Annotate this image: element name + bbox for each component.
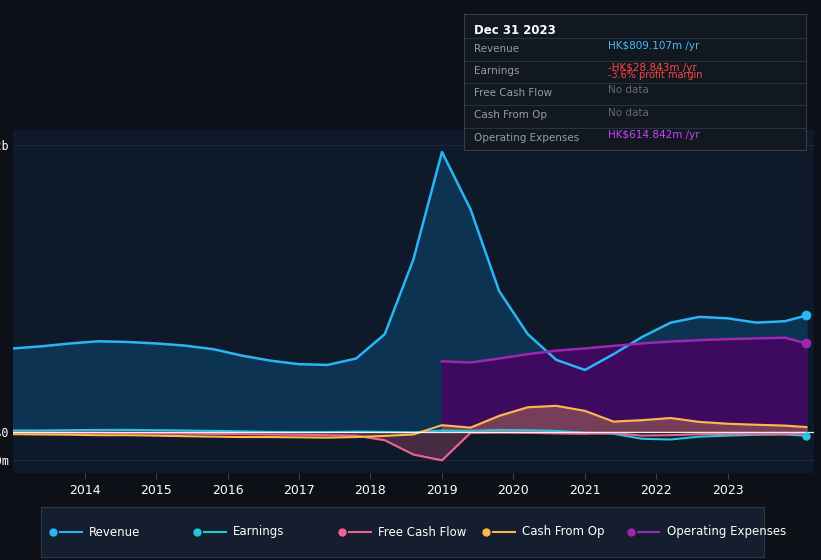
Text: Dec 31 2023: Dec 31 2023: [475, 24, 556, 36]
Text: -3.6% profit margin: -3.6% profit margin: [608, 70, 702, 80]
Text: Earnings: Earnings: [233, 525, 285, 539]
Text: Cash From Op: Cash From Op: [475, 110, 548, 120]
Text: Revenue: Revenue: [475, 44, 520, 54]
Text: Operating Expenses: Operating Expenses: [667, 525, 786, 539]
Text: Free Cash Flow: Free Cash Flow: [475, 88, 553, 98]
Text: No data: No data: [608, 86, 649, 95]
Text: Revenue: Revenue: [89, 525, 140, 539]
Text: Cash From Op: Cash From Op: [522, 525, 605, 539]
Text: No data: No data: [608, 108, 649, 118]
Text: HK$809.107m /yr: HK$809.107m /yr: [608, 41, 699, 51]
Text: Earnings: Earnings: [475, 66, 520, 76]
Text: HK$614.842m /yr: HK$614.842m /yr: [608, 130, 699, 140]
Text: Operating Expenses: Operating Expenses: [475, 133, 580, 143]
Text: Free Cash Flow: Free Cash Flow: [378, 525, 466, 539]
Text: -HK$28.843m /yr: -HK$28.843m /yr: [608, 63, 696, 73]
